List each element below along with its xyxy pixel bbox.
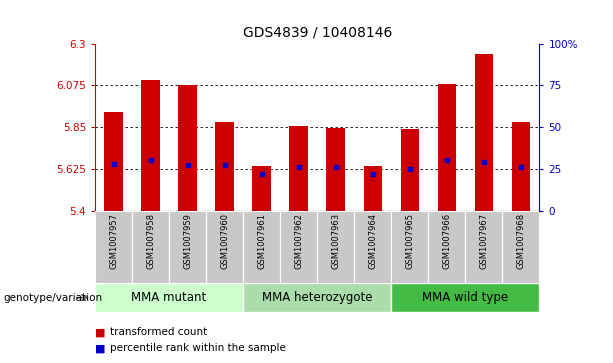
Bar <box>327 128 345 211</box>
Bar <box>95 283 243 312</box>
Text: GSM1007957: GSM1007957 <box>109 213 118 269</box>
Bar <box>438 84 456 211</box>
Bar <box>215 122 234 211</box>
Bar <box>289 126 308 211</box>
Text: GSM1007958: GSM1007958 <box>146 213 155 269</box>
Bar <box>95 211 132 283</box>
Bar <box>364 166 382 211</box>
Bar <box>206 211 243 283</box>
Text: transformed count: transformed count <box>110 327 208 337</box>
Text: GSM1007960: GSM1007960 <box>220 213 229 269</box>
Text: GSM1007959: GSM1007959 <box>183 213 192 269</box>
Bar <box>428 211 465 283</box>
Text: GSM1007965: GSM1007965 <box>405 213 414 269</box>
Text: percentile rank within the sample: percentile rank within the sample <box>110 343 286 354</box>
Bar <box>400 129 419 211</box>
Bar <box>142 80 160 211</box>
Bar <box>104 112 123 211</box>
Title: GDS4839 / 10408146: GDS4839 / 10408146 <box>243 26 392 40</box>
Bar <box>253 166 271 211</box>
Bar <box>354 211 391 283</box>
Bar <box>391 283 539 312</box>
Text: GSM1007964: GSM1007964 <box>368 213 377 269</box>
Text: GSM1007968: GSM1007968 <box>516 213 525 269</box>
Text: genotype/variation: genotype/variation <box>3 293 102 303</box>
Text: MMA mutant: MMA mutant <box>131 291 207 304</box>
Bar <box>178 85 197 211</box>
Text: MMA heterozygote: MMA heterozygote <box>262 291 373 304</box>
Text: GSM1007966: GSM1007966 <box>443 213 451 269</box>
Bar <box>169 211 206 283</box>
Bar <box>243 283 391 312</box>
Bar <box>512 122 530 211</box>
Bar <box>474 54 493 211</box>
Text: GSM1007961: GSM1007961 <box>257 213 266 269</box>
Text: GSM1007962: GSM1007962 <box>294 213 303 269</box>
Bar <box>132 211 169 283</box>
Text: GSM1007967: GSM1007967 <box>479 213 489 269</box>
Text: ■: ■ <box>95 327 105 337</box>
Text: MMA wild type: MMA wild type <box>422 291 508 304</box>
Text: GSM1007963: GSM1007963 <box>331 213 340 269</box>
Text: ■: ■ <box>95 343 105 354</box>
Bar <box>318 211 354 283</box>
Bar <box>243 211 280 283</box>
Bar <box>503 211 539 283</box>
Bar <box>391 211 428 283</box>
Bar <box>465 211 503 283</box>
Bar <box>280 211 318 283</box>
